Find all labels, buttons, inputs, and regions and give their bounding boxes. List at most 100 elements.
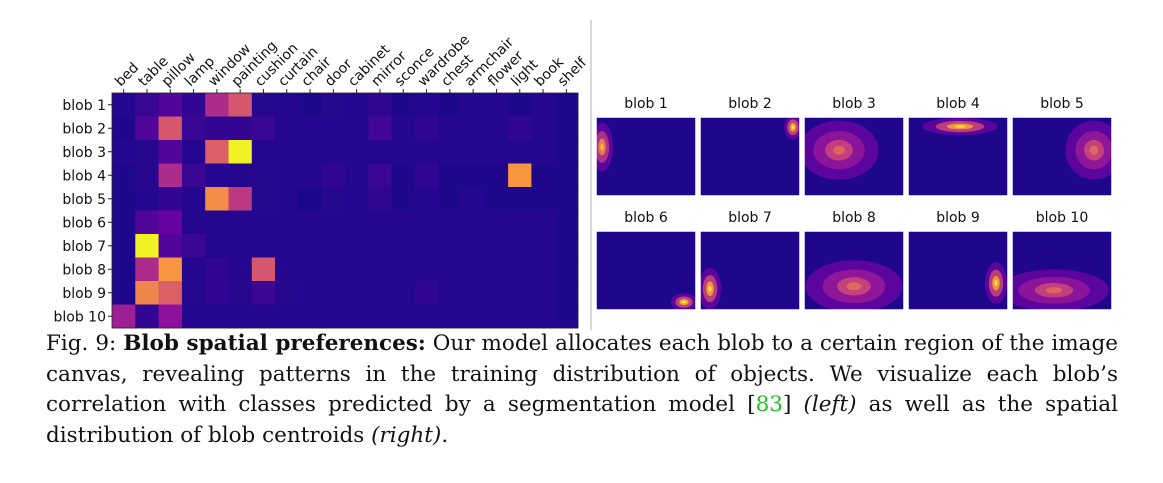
blob-panel: blob 10 (1011, 210, 1113, 311)
heatmap-cell (321, 257, 346, 282)
heatmap-cell (158, 234, 183, 258)
heatmap-cell (228, 210, 253, 235)
heatmap-cell (135, 257, 159, 282)
heatmap-cell (438, 304, 462, 329)
panel-border (699, 230, 801, 311)
heatmap-cell (554, 210, 579, 235)
heatmap-cell (135, 210, 159, 235)
blob-panel: blob 2 (699, 96, 801, 197)
row-label: blob 1 (62, 98, 106, 114)
heatmap-cell (251, 140, 276, 164)
figure-caption: Fig. 9: Blob spatial preferences: Our mo… (46, 329, 1118, 451)
row-label: blob 9 (62, 286, 106, 302)
panel-border (803, 230, 905, 311)
heatmap-cell (391, 304, 416, 329)
heatmap-cell (391, 210, 416, 235)
caption-text-4: . (441, 422, 449, 448)
heatmap-cell (135, 304, 159, 329)
heatmap-cell (135, 93, 159, 117)
heatmap-cell (391, 257, 416, 282)
heatmap-cell (205, 234, 229, 258)
heatmap-cell (298, 187, 322, 211)
heatmap-cell (554, 281, 579, 305)
heatmap-cell (298, 163, 322, 188)
heatmap-cell (461, 281, 486, 305)
heatmap-border (111, 92, 579, 329)
heatmap-cell (438, 93, 462, 117)
heatmap-cell (205, 116, 229, 141)
panel-border (907, 230, 1009, 311)
heatmap-cell (345, 210, 369, 235)
panel-border (803, 116, 905, 197)
blob-panel: blob 1 (595, 96, 697, 197)
column-label: bed (112, 60, 142, 90)
heatmap-cell (158, 187, 183, 211)
heatmap-cell (368, 163, 392, 188)
heatmap-cell (298, 116, 322, 141)
heatmap-cell (414, 116, 439, 141)
class-correlation-heatmap: blob 1 blob 2 blob 3 blob 4 blob 5 blob 6 blob… (54, 32, 591, 329)
heatmap-cell (112, 304, 136, 329)
heatmap-cell (461, 234, 486, 258)
heatmap-cell (181, 116, 206, 141)
row-label: blob 8 (62, 262, 106, 278)
heatmap-cell (368, 234, 392, 258)
heatmap-cell (275, 116, 299, 141)
panel-background (700, 117, 800, 196)
heatmap-cell (228, 281, 253, 305)
heatmap-cell (508, 163, 532, 188)
heatmap-cell (251, 281, 276, 305)
heatmap-cell (112, 187, 136, 211)
heatmap-cell (181, 140, 206, 164)
panel-border (699, 116, 801, 197)
heatmap-cell (508, 234, 532, 258)
heatmap-cell (135, 281, 159, 305)
panel-background (596, 117, 696, 196)
heatmap-cell (298, 257, 322, 282)
heatmap-cell (391, 140, 416, 164)
citation-link[interactable]: 83 (755, 392, 783, 417)
heatmap-cell (112, 281, 136, 305)
row-label: blob 4 (62, 168, 106, 184)
heatmap-cell (321, 163, 346, 188)
heatmap-cell (531, 116, 555, 141)
heatmap-cell (181, 234, 206, 258)
heatmap-cell (438, 257, 462, 282)
heatmap-cell (484, 304, 509, 329)
panel-title: blob 7 (728, 210, 772, 226)
row-label: blob 10 (54, 309, 107, 325)
heatmap-cell (484, 163, 509, 188)
caption-label: Fig. 9: (46, 331, 117, 356)
caption-text-1: Our model allocates each blob to a certa… (46, 331, 1118, 417)
heatmap-cell (158, 140, 183, 164)
heatmap-cell (228, 187, 253, 211)
heatmap-cell (275, 163, 299, 188)
heatmap-cell (205, 163, 229, 188)
blob-panel: blob 3 (803, 96, 905, 197)
centroid-density (1012, 269, 1109, 310)
heatmap-cell (391, 187, 416, 211)
heatmap-cell (438, 187, 462, 211)
caption-text-3: as well as the spatial distribution of b… (46, 392, 1118, 448)
heatmap-cell (298, 281, 322, 305)
heatmap-cell (554, 116, 579, 141)
heatmap-cell (461, 93, 486, 117)
heatmap-cell (531, 210, 555, 235)
heatmap-cell (251, 304, 276, 329)
heatmap-cell (391, 281, 416, 305)
heatmap-cell (461, 163, 486, 188)
heatmap-cell (461, 116, 486, 141)
heatmap-cell (158, 116, 183, 141)
heatmap-cell (321, 140, 346, 164)
heatmap-cell (414, 257, 439, 282)
heatmap-cell (508, 257, 532, 282)
heatmap-cell (531, 140, 555, 164)
heatmap-cell (531, 234, 555, 258)
heatmap-cell (205, 210, 229, 235)
heatmap-cell (461, 187, 486, 211)
heatmap-cell (414, 187, 439, 211)
heatmap-cell (508, 304, 532, 329)
heatmap-cell (321, 93, 346, 117)
heatmap-cell (345, 93, 369, 117)
heatmap-cell (531, 281, 555, 305)
